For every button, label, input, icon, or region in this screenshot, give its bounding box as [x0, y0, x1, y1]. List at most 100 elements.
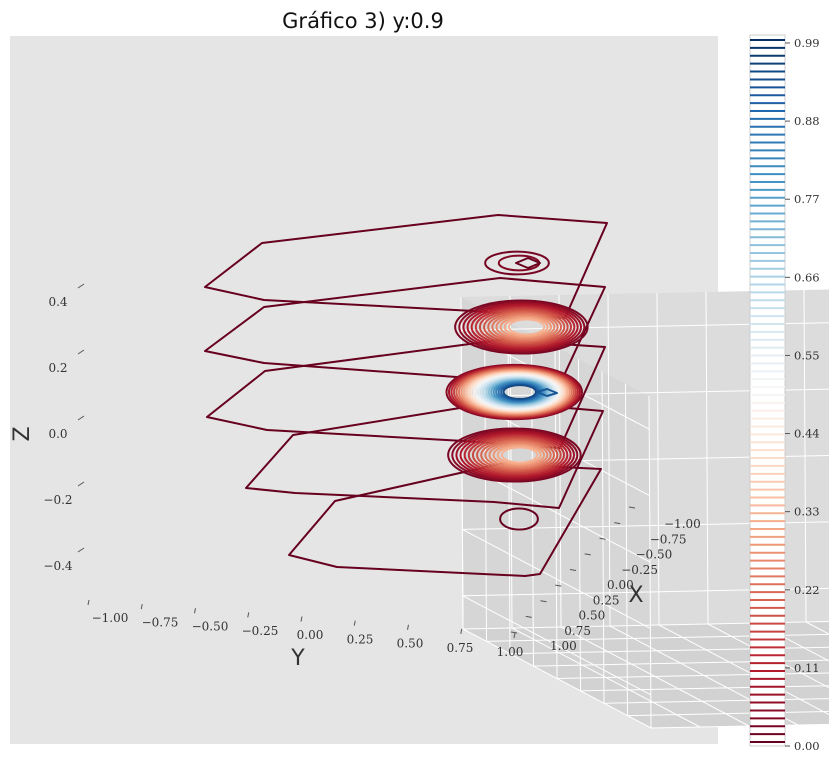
y-tick-mark	[513, 632, 516, 639]
y-tick-mark	[353, 620, 356, 626]
colorbar-tick-label: 0.88	[794, 114, 820, 128]
y-tick-label: −0.50	[192, 620, 229, 634]
grid-line	[462, 595, 652, 696]
grid-line	[650, 723, 829, 729]
colorbar-tick-label: 0.00	[794, 739, 820, 753]
z-tick-label: −0.2	[43, 493, 72, 507]
contour-ring	[499, 315, 552, 339]
grid-line	[603, 698, 829, 704]
grid-line	[462, 528, 651, 629]
x-tick-label: −0.50	[636, 548, 673, 562]
y-tick-mark	[194, 608, 196, 614]
contour-ring	[467, 434, 566, 476]
contour-ring	[484, 440, 552, 470]
contour-ring	[459, 431, 572, 479]
x-tick-mark	[540, 600, 547, 603]
z-axis-label: Z	[10, 426, 35, 441]
contour-ring	[507, 318, 546, 336]
z-tick-mark	[77, 283, 85, 289]
z-tick-mark	[77, 481, 85, 487]
contour-ring	[474, 306, 573, 348]
x-tick-mark	[628, 506, 636, 509]
chart-title: Gráfico 3) y:0.9	[282, 9, 444, 33]
contour-ring	[500, 446, 539, 464]
y-tick-label: −0.75	[142, 615, 179, 629]
y-tick-label: 0.25	[347, 632, 374, 646]
y-tick-label: −1.00	[92, 611, 129, 625]
contour-ring	[447, 427, 582, 483]
x-tick-label: 0.00	[607, 578, 634, 592]
colorbar-levels	[750, 39, 785, 743]
contour-ring	[496, 445, 542, 465]
contour-ring	[478, 308, 569, 346]
y-axis-label: Y	[290, 646, 305, 671]
x-tick-label: −0.75	[650, 532, 687, 546]
colorbar-tick-label: 0.22	[794, 583, 820, 597]
axis-ticks: −1.00 −0.75 −0.50 −0.25 0.00 0.25 0.50 0.75 1.00…	[43, 283, 701, 659]
y-tick-label: 0.75	[447, 641, 474, 655]
grid-line	[627, 711, 829, 717]
z-tick-label: 0.2	[48, 361, 67, 375]
colorbar-tick-label: 0.44	[794, 427, 820, 441]
y-tick-label: 1.00	[497, 645, 524, 659]
grid-line	[486, 633, 829, 642]
contour-ring	[484, 250, 550, 276]
colorbar-tick-label: 0.66	[794, 270, 820, 284]
contour-layers	[204, 214, 608, 577]
contour-ring	[466, 303, 579, 351]
contour-ring	[499, 507, 539, 531]
contour-ring	[458, 300, 586, 354]
y-tick-mark	[300, 616, 303, 622]
grid-line	[462, 587, 829, 597]
contour-ring	[470, 305, 576, 349]
x-axis-label: X	[628, 583, 643, 608]
contour-ring	[451, 428, 579, 482]
contour-ring	[455, 430, 576, 480]
contour-ring	[503, 317, 549, 337]
contour-ring	[515, 257, 541, 269]
grid-line	[756, 622, 829, 662]
grid-line	[461, 322, 829, 331]
contour-ring	[491, 312, 559, 342]
y-tick-mark	[407, 624, 409, 630]
x-tick-label: −1.00	[664, 517, 701, 531]
x-tick-mark	[599, 537, 606, 540]
y-tick-mark	[460, 628, 463, 634]
y-tick-label: 0.50	[397, 637, 424, 651]
z-tick-mark	[77, 547, 85, 553]
x-tick-mark	[614, 522, 621, 525]
x-tick-label: 0.75	[564, 624, 591, 638]
x-tick-mark	[569, 569, 577, 571]
contour-ring	[462, 302, 583, 352]
colorbar-frame	[749, 34, 786, 747]
x-tick-label: −0.25	[621, 563, 658, 577]
colorbar-tick-label: 0.99	[794, 36, 820, 50]
x-tick-label: 0.50	[579, 609, 606, 623]
grid-line	[533, 659, 829, 667]
contour-ring	[488, 442, 549, 468]
x-tick-label: 1.00	[550, 639, 577, 653]
y-tick-label: −0.25	[242, 624, 279, 638]
y-tick-mark	[247, 612, 250, 618]
grid-line	[461, 388, 829, 398]
z-tick-label: −0.4	[43, 559, 73, 573]
x-tick-mark	[555, 584, 562, 587]
z-tick-label: 0.4	[48, 295, 67, 309]
contour-ring	[471, 436, 562, 474]
z-tick-mark	[77, 415, 85, 421]
y-tick-label: 0.00	[297, 628, 324, 642]
grid-line	[462, 621, 829, 630]
colorbar: 0.00 0.11 0.22 0.33 0.44 0.55 0.66 0.77 0.88 0.99	[749, 34, 820, 753]
y-tick-mark	[87, 599, 90, 606]
colorbar-tick-label: 0.33	[794, 505, 820, 519]
contour-ring	[476, 437, 559, 473]
contour-ring	[495, 314, 556, 340]
x-tick-mark	[584, 553, 591, 556]
x-tick-mark	[525, 615, 532, 618]
x-tick-mark	[510, 631, 518, 634]
contour-ring	[487, 311, 562, 343]
z-tick-mark	[77, 349, 85, 355]
contour-ring	[480, 439, 555, 471]
contour-ring	[492, 443, 545, 467]
